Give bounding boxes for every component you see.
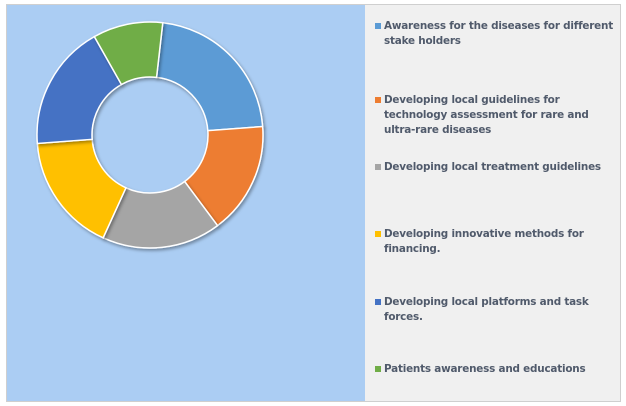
- donut-chart: [36, 21, 264, 249]
- legend-swatch-2: [375, 97, 381, 103]
- legend-label-2: Developing local guidelines for technolo…: [384, 94, 589, 136]
- legend-label-5: Developing local platforms and task forc…: [384, 296, 589, 323]
- legend-swatch-5: [375, 299, 381, 305]
- legend-item-3: Developing local treatment guidelines: [375, 160, 620, 175]
- legend: Awareness for the diseases for different…: [367, 5, 620, 401]
- legend-label-4: Developing innovative methods for financ…: [384, 228, 584, 255]
- legend-item-5: Developing local platforms and task forc…: [375, 295, 620, 325]
- legend-label-3: Developing local treatment guidelines: [384, 161, 601, 173]
- legend-swatch-3: [375, 164, 381, 170]
- donut-slice-6: [93, 21, 164, 86]
- legend-swatch-4: [375, 231, 381, 237]
- donut-slice-1: [155, 21, 264, 132]
- chart-frame: Awareness for the diseases for different…: [6, 4, 621, 402]
- plot-area: [7, 5, 365, 401]
- donut-segments: [36, 21, 264, 249]
- legend-item-1: Awareness for the diseases for different…: [375, 19, 620, 49]
- legend-swatch-1: [375, 23, 381, 29]
- legend-item-2: Developing local guidelines for technolo…: [375, 93, 620, 138]
- legend-item-4: Developing innovative methods for financ…: [375, 227, 620, 257]
- legend-label-6: Patients awareness and educations: [384, 363, 586, 375]
- legend-swatch-6: [375, 366, 381, 372]
- legend-item-6: Patients awareness and educations: [375, 362, 620, 377]
- legend-label-1: Awareness for the diseases for different…: [384, 20, 613, 47]
